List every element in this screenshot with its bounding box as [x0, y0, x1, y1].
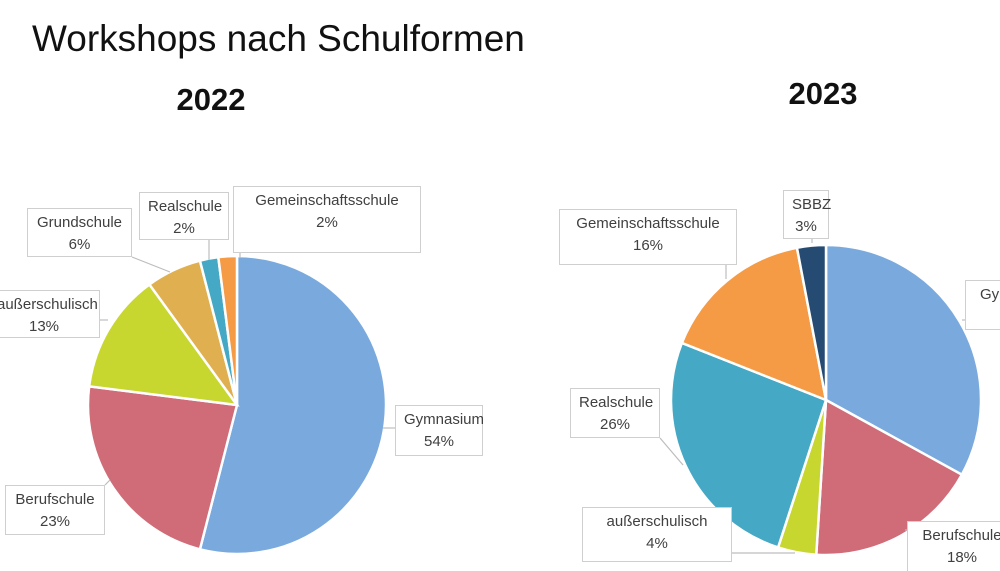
slice-value: 23% [39, 513, 71, 530]
pie-slice-2022-berufschule [86, 384, 239, 551]
pie-slice-2023-sbbz [795, 243, 828, 401]
data-label-2022-realschule: Realschule 2% [139, 192, 229, 240]
chart-2022-title: 2022 [176, 82, 246, 117]
slice-value: 4% [646, 535, 668, 552]
data-label-2022-gymnasium: Gymnasium 54% [395, 405, 485, 456]
slice-label: außerschulisch [0, 296, 98, 313]
slice-label: Berufschule [922, 527, 1000, 544]
slide-title: Workshops nach Schulformen [32, 18, 525, 59]
slice-value: 33% [974, 306, 1000, 328]
pie-slice-2022-gymnasium [198, 254, 388, 556]
slice-label: Gemeinschaftsschule [576, 215, 720, 232]
slice-value: 54% [423, 433, 455, 450]
data-label-2022-grundschule: Grundschule 6% [27, 208, 132, 257]
slice-label: SBBZ [792, 196, 832, 213]
slice-value: 2% [316, 214, 338, 231]
data-label-2023-au-erschulisch: außerschulisch 4% [582, 507, 732, 562]
slice-label: Gemeinschaftsschule [255, 192, 399, 209]
slice-label: Gymnasium [404, 411, 485, 428]
slice-label: Berufschule [15, 491, 95, 508]
slice-label: Gymnasium [979, 286, 1000, 303]
data-label-2023-realschule: Realschule 26% [570, 388, 660, 438]
slice-value: 13% [28, 318, 60, 335]
pie-slice-2022-au-erschulisch [87, 282, 240, 407]
leader-line [131, 256, 171, 273]
slice-label: Grundschule [36, 214, 123, 231]
slice-label: Realschule [148, 198, 223, 215]
leader-line [104, 479, 111, 486]
slice-value: 6% [68, 236, 91, 253]
pie-slice-2022-gemeinschaftsschule [216, 254, 239, 406]
slice-label: außerschulisch [606, 513, 708, 530]
data-label-2022-berufschule: Berufschule 23% [5, 485, 105, 535]
chart-2023-title: 2023 [788, 76, 858, 111]
pie-slice-2023-gemeinschaftsschule [680, 246, 828, 402]
slice-value: 3% [795, 218, 817, 235]
pie-slice-2023-gymnasium [824, 243, 983, 477]
data-label-2023-gymnasium: Gymnasium 33% [965, 280, 1000, 330]
data-label-2023-sbbz: SBBZ 3% [783, 190, 832, 239]
pie-slice-2023-berufschule [814, 397, 964, 557]
slice-value: 16% [632, 237, 664, 254]
slice-label: Realschule [579, 394, 654, 411]
slice-value: 26% [599, 416, 631, 433]
data-label-2023-berufschule: Berufschule 18% [907, 521, 1000, 571]
data-label-2022-gemeinschaftsschule: Gemeinschaftsschule 2% [233, 186, 421, 253]
leader-line [659, 437, 684, 466]
slice-value: 2% [173, 220, 195, 237]
pie-slice-2023-realschule [669, 341, 828, 549]
data-label-2023-gemeinschaftsschule: Gemeinschaftsschule 16% [559, 209, 737, 265]
data-label-2022-au-erschulisch: außerschulisch 13% [0, 290, 100, 338]
slice-value: 18% [946, 549, 978, 566]
